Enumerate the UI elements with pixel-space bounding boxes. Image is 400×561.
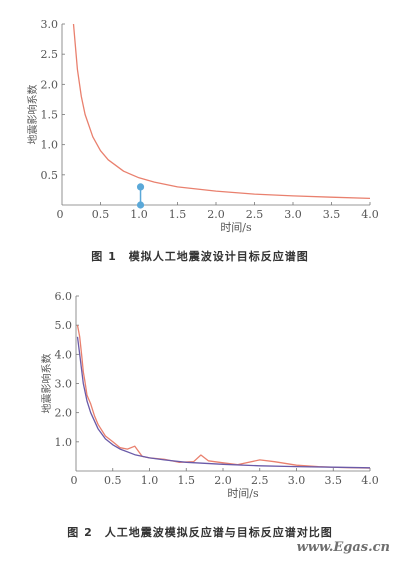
x-tick-label: 3.5 — [325, 474, 343, 487]
x-tick-label: 4.0 — [361, 474, 379, 487]
x-tick-label: 1.0 — [130, 208, 148, 221]
chart-2: 1.0 2.0 3.0 4.0 5.0 6.0 0.5 1.0 1.5 2.0 2.5 3.0 3.5 4… — [40, 290, 379, 500]
x-tick-label: 1.5 — [169, 208, 187, 221]
chart-1: 0.5 1.0 1.5 2.0 2.5 3.0 0.5 1.0 1.5 2.0 2.5 3.0 3.5 4… — [26, 18, 379, 234]
x-tick-label: 3.5 — [323, 208, 341, 221]
y-tick-label: 1.0 — [41, 139, 59, 152]
x-tick-label: 3.0 — [288, 474, 306, 487]
y-tick-label: 6.0 — [55, 290, 73, 303]
y-tick-label: 0.5 — [41, 169, 59, 182]
x-tick-label: 3.0 — [284, 208, 302, 221]
y-tick-label: 3.0 — [55, 378, 73, 391]
y-tick-label: 2.0 — [41, 78, 59, 91]
y-axis-label: 地震影响系数 — [40, 354, 53, 414]
figure-2-caption: 图 2 人工地震波模拟反应谱与目标反应谱对比图 — [67, 526, 333, 539]
x-origin-label: 0 — [71, 474, 78, 487]
series-line-1 — [72, 23, 371, 200]
y-tick-label: 2.0 — [55, 407, 73, 420]
figure-1-caption: 图 1 模拟人工地震波设计目标反应谱图 — [91, 250, 309, 263]
x-axis-label: 时间/s — [220, 221, 252, 234]
marker-point-2 — [136, 201, 145, 209]
y-axis-label: 地震影响系数 — [26, 85, 39, 145]
y-tick-label: 1.5 — [41, 109, 59, 122]
x-tick-label: 2.5 — [246, 208, 264, 221]
x-tick-label: 1.5 — [178, 474, 196, 487]
x-origin-label: 0 — [57, 208, 64, 221]
watermark: www.Egas.cn — [296, 540, 390, 555]
x-tick-label: 2.5 — [251, 474, 269, 487]
y-tick-label: 5.0 — [55, 319, 73, 332]
x-tick-label: 2.0 — [214, 474, 232, 487]
y-tick-label: 4.0 — [55, 348, 73, 361]
marker-point-1 — [136, 183, 145, 191]
series-line-2 — [76, 336, 371, 469]
x-tick-label: 1.0 — [141, 474, 159, 487]
y-tick-label: 2.5 — [41, 48, 59, 61]
x-axis-label: 时间/s — [227, 487, 259, 500]
x-tick-label: 2.0 — [207, 208, 225, 221]
x-tick-label: 0.5 — [92, 208, 110, 221]
x-tick-label: 4.0 — [361, 208, 379, 221]
y-tick-label: 1.0 — [55, 436, 73, 449]
x-tick-label: 0.5 — [104, 474, 122, 487]
series-line-1 — [76, 325, 371, 469]
y-tick-label: 3.0 — [41, 18, 59, 31]
